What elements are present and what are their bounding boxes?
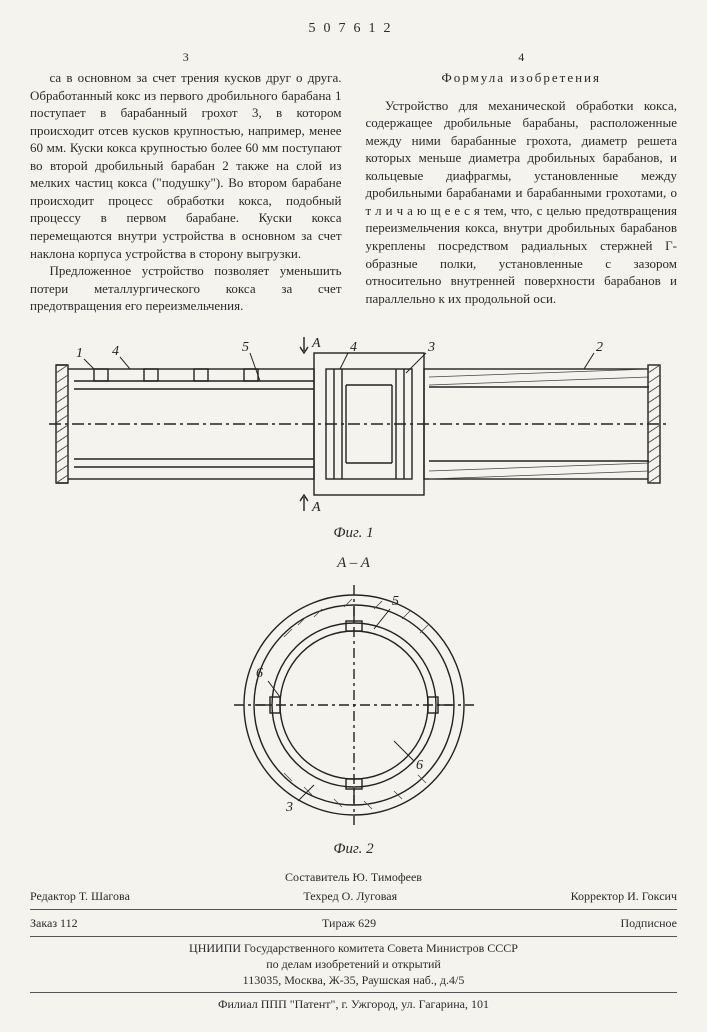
tech: Техред О. Луговая <box>303 888 397 904</box>
figure-2: 5 6 6 3 <box>214 575 494 835</box>
addr1: 113035, Москва, Ж-35, Раушская наб., д.4… <box>30 972 677 988</box>
editor: Редактор Т. Шагова <box>30 888 130 904</box>
f2-callout-6b: 6 <box>416 758 423 773</box>
f2-callout-5: 5 <box>392 594 399 609</box>
callout-3: 3 <box>427 340 435 355</box>
formula-title: Формула изобретения <box>366 69 678 87</box>
section-aa: A – A <box>30 553 677 573</box>
text-columns: 3 са в основном за счет трения кусков др… <box>30 49 677 315</box>
subscription: Подписное <box>621 915 678 931</box>
left-column: 3 са в основном за счет трения кусков др… <box>30 49 342 315</box>
f2-callout-3: 3 <box>285 800 293 815</box>
callout-2: 2 <box>596 340 603 355</box>
figure-1: A <box>34 329 674 519</box>
callout-4a: 4 <box>112 344 119 359</box>
callout-5: 5 <box>242 340 249 355</box>
right-column: 4 Формула изобретения Устройство для мех… <box>366 49 678 315</box>
left-p2: Предложенное устройство позволяет уменьш… <box>30 262 342 315</box>
col-num-right: 4 <box>366 49 678 65</box>
order: Заказ 112 <box>30 915 78 931</box>
fig1-label: Фиг. 1 <box>30 523 677 543</box>
callout-1: 1 <box>76 346 83 361</box>
f2-callout-6a: 6 <box>256 666 263 681</box>
addr2: Филиал ППП "Патент", г. Ужгород, ул. Гаг… <box>30 996 677 1012</box>
org1: ЦНИИПИ Государственного комитета Совета … <box>30 940 677 956</box>
fig2-label: Фиг. 2 <box>30 839 677 859</box>
patent-number: 507612 <box>30 20 677 39</box>
section-a-bot: A <box>311 500 321 515</box>
section-a-top: A <box>311 336 321 351</box>
compiler: Составитель Ю. Тимофеев <box>30 869 677 885</box>
right-p1: Устройство для механической обработки ко… <box>366 97 678 308</box>
left-p1: са в основном за счет трения кусков друг… <box>30 69 342 262</box>
org2: по делам изобретений и открытий <box>30 956 677 972</box>
corrector: Корректор И. Гоксич <box>571 888 677 904</box>
footer: Составитель Ю. Тимофеев Редактор Т. Шаго… <box>30 869 677 1011</box>
col-num-left: 3 <box>30 49 342 65</box>
callout-4b: 4 <box>350 340 357 355</box>
circulation: Тираж 629 <box>322 915 376 931</box>
